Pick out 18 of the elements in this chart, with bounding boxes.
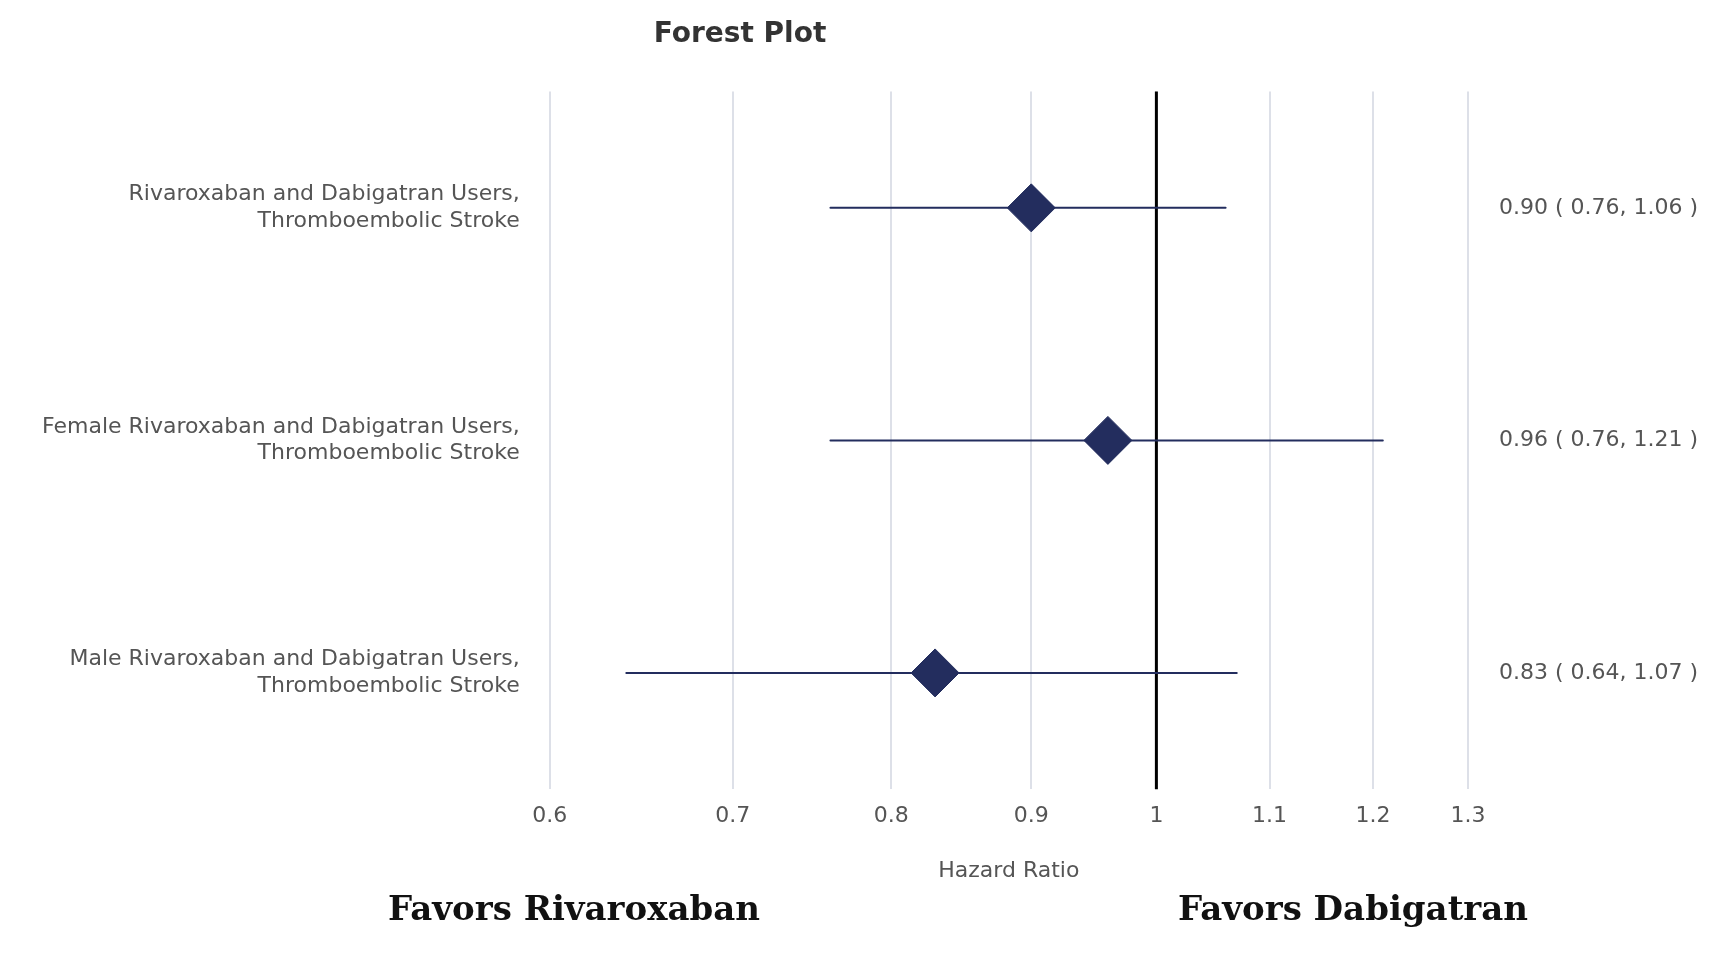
- x-tick-label: 1.2: [1355, 802, 1391, 828]
- x-tick-label: 1.3: [1450, 802, 1486, 828]
- x-tick-label: 0.6: [532, 802, 568, 828]
- y-tick-label: Rivaroxaban and Dabigatran Users, Thromboembolic Stroke: [128, 180, 520, 232]
- text: Favors Rivaroxaban: [388, 888, 761, 928]
- data-label: 0.96 ( 0.76, 1.21 ): [1498, 426, 1698, 452]
- x-tick-label: 0.8: [873, 802, 909, 828]
- x-tick-label: 0.7: [715, 802, 751, 828]
- y-tick-label: Male Rivaroxaban and Dabigatran Users, Thromboembolic Stroke: [69, 645, 520, 697]
- data-label: 0.90 ( 0.76, 1.06 ): [1498, 193, 1698, 219]
- x-tick-label: 0.9: [1013, 802, 1049, 828]
- x-axis-title: Hazard Ratio: [938, 856, 1080, 882]
- x-tick-label: 1: [1149, 802, 1164, 828]
- x-tick-label: 1.1: [1252, 802, 1288, 828]
- text: Favors Dabigatran: [1177, 888, 1528, 928]
- data-label: 0.83 ( 0.64, 1.07 ): [1498, 658, 1698, 684]
- y-tick-label: Female Rivaroxaban and Dabigatran Users, Thromboembolic Stroke: [42, 412, 520, 465]
- chart-title: Forest Plot: [653, 16, 827, 50]
